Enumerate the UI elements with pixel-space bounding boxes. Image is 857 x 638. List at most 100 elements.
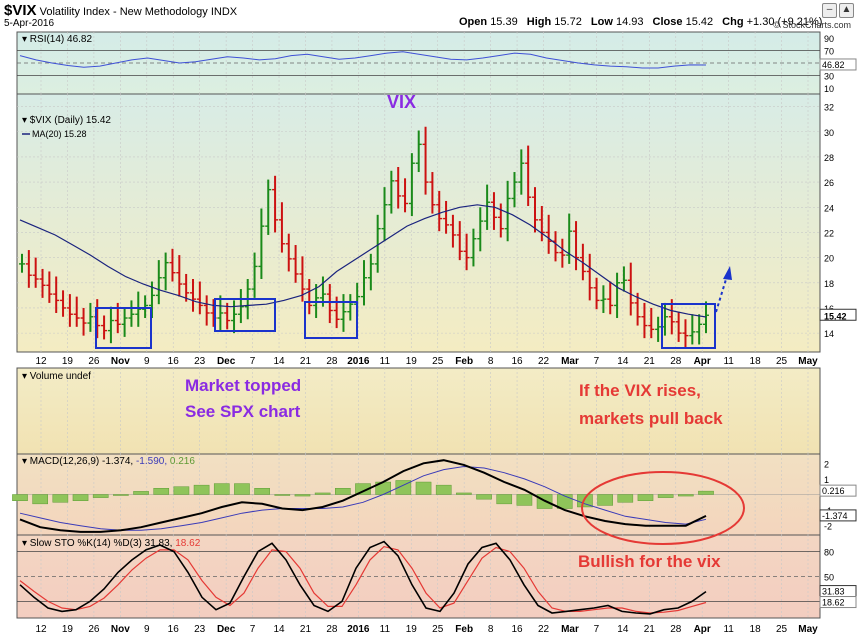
rsi-y-tick: 30: [824, 71, 834, 81]
x-axis-bottom-tick-label: 8: [488, 624, 494, 635]
x-axis-top-tick-label: Apr: [694, 356, 711, 367]
x-axis-bottom-tick-label: 2016: [347, 624, 370, 635]
ohlc-readout: Open 15.39 High 15.72 Low 14.93 Close 15…: [459, 16, 822, 28]
chart-title: $VIX Volatility Index - New Methodology …: [4, 2, 237, 19]
price-y-tick: 14: [824, 329, 834, 339]
macd-histogram-bar: [617, 494, 634, 503]
expand-icon[interactable]: ▲: [839, 3, 854, 18]
volume-label: ▾ Volume undef: [22, 371, 91, 382]
macd-histogram-bar: [193, 484, 210, 495]
rsi-y-tick: 10: [824, 84, 834, 94]
macd-histogram-bar: [314, 492, 331, 495]
x-axis-top-tick-label: 2016: [347, 356, 370, 367]
macd-histogram-bar: [254, 488, 270, 495]
x-axis-top-tick-label: 11: [723, 356, 734, 367]
x-axis-top-tick-label: Feb: [455, 356, 473, 367]
macd-histogram-bar: [476, 494, 492, 500]
x-axis-top-tick-label: 18: [750, 356, 762, 367]
x-axis-top-tick-label: 19: [406, 356, 418, 367]
x-axis-top-tick-label: 21: [300, 356, 312, 367]
macd-histogram-bar: [597, 494, 613, 506]
macd-histogram-bar: [657, 494, 674, 498]
x-axis-bottom-tick-label: 7: [594, 624, 600, 635]
rsi-y-tick: 70: [824, 47, 834, 57]
price-y-tick: 26: [824, 178, 834, 188]
chart-date: 5-Apr-2016: [4, 18, 55, 29]
x-axis-top-tick-label: Dec: [217, 356, 236, 367]
sto-d-last-value: 18.62: [822, 598, 845, 608]
close-label: Close: [652, 16, 683, 28]
price-y-tick: 32: [824, 103, 834, 113]
high-label: High: [526, 16, 552, 28]
macd-last-value-box: [819, 509, 857, 522]
x-axis-bottom-tick-label: 25: [432, 624, 444, 635]
x-axis-bottom-tick-label: Feb: [455, 624, 473, 635]
market-topped-annotation: Market topped: [185, 376, 301, 395]
price-last-value-box: [819, 308, 857, 321]
x-axis-top-tick-label: 7: [594, 356, 600, 367]
watermark: © StockCharts.com: [773, 20, 851, 30]
macd-histogram-bar: [496, 494, 513, 505]
sto-y-tick: 80: [824, 548, 834, 558]
rsi-y-tick: 90: [824, 34, 834, 44]
price-y-tick: 28: [824, 153, 834, 163]
x-axis-bottom-tick-label: 14: [617, 624, 629, 635]
highlight-box: [661, 303, 716, 349]
macd-y-tick: 1: [824, 475, 829, 485]
highlight-box: [214, 298, 276, 332]
macd-histogram-bar: [294, 494, 311, 497]
macd-histogram-bar: [32, 494, 48, 505]
x-axis-bottom-tick-label: 7: [250, 624, 256, 635]
sto-label: ▾ Slow STO %K(14) %D(3) 31.83, 18.62: [22, 538, 201, 549]
open-value: 15.39: [490, 16, 518, 28]
high-value: 15.72: [554, 16, 582, 28]
macd-histogram-bar: [678, 494, 694, 497]
macd-histogram-bar: [133, 491, 149, 495]
macd-histogram-bar: [516, 494, 533, 506]
price-y-tick: 22: [824, 228, 834, 238]
x-axis-top-tick-label: 8: [488, 356, 494, 367]
x-axis-bottom-tick-label: 16: [168, 624, 180, 635]
x-axis-bottom-tick-label: May: [798, 624, 818, 635]
macd-histogram-bar: [415, 481, 432, 495]
x-axis-bottom-tick-label: 9: [144, 624, 150, 635]
open-label: Open: [459, 16, 488, 28]
price-y-tick: 24: [824, 203, 834, 213]
x-axis-bottom-tick-label: 12: [35, 624, 47, 635]
x-axis-bottom-tick-label: 26: [88, 624, 100, 635]
macd-y-tick: -2: [824, 522, 832, 532]
x-axis-bottom-tick-label: 28: [670, 624, 682, 635]
macd-histogram-bar: [698, 490, 714, 495]
macd-histogram-bar: [12, 494, 28, 501]
price-label: ▾ $VIX (Daily) 15.42: [22, 115, 111, 126]
close-value: 15.42: [685, 16, 714, 28]
x-axis-top-tick-label: May: [798, 356, 818, 367]
macd-y-tick: 2: [824, 459, 829, 469]
x-axis-top-tick-label: 21: [644, 356, 656, 367]
x-axis-bottom-tick-label: 22: [538, 624, 550, 635]
rsi-label: ▾ RSI(14) 46.82: [22, 34, 92, 45]
x-axis-top-tick-label: 11: [380, 356, 391, 367]
vix-annotation: VIX: [387, 92, 416, 112]
x-axis-bottom-tick-label: 14: [273, 624, 285, 635]
sto-y-tick: 50: [824, 573, 834, 583]
x-axis-top-tick-label: Nov: [111, 356, 130, 367]
price-last-value: 15.42: [824, 311, 847, 321]
macd-histogram-bar: [52, 494, 69, 503]
x-axis-bottom-tick-label: Apr: [694, 624, 711, 635]
macd-highlight-ellipse: [581, 471, 745, 545]
macd-histogram-bar: [72, 494, 89, 501]
x-axis-bottom-tick-label: 19: [62, 624, 74, 635]
x-axis-bottom-tick-label: 25: [776, 624, 788, 635]
vix-rises-annotation: If the VIX rises,: [579, 381, 701, 400]
markets-pull-back-annotation: markets pull back: [579, 409, 723, 428]
x-axis-bottom-tick-label: Dec: [217, 624, 236, 635]
sto-k-line: [19, 540, 707, 615]
x-axis-bottom-tick-label: 18: [750, 624, 762, 635]
macd-histogram-bar: [274, 494, 291, 496]
sto-d-value-box: [819, 596, 857, 609]
x-axis-bottom-tick-label: 19: [406, 624, 418, 635]
low-value: 14.93: [615, 16, 644, 28]
rsi-last-value-box: [819, 58, 857, 71]
minimize-icon[interactable]: –: [822, 3, 837, 18]
